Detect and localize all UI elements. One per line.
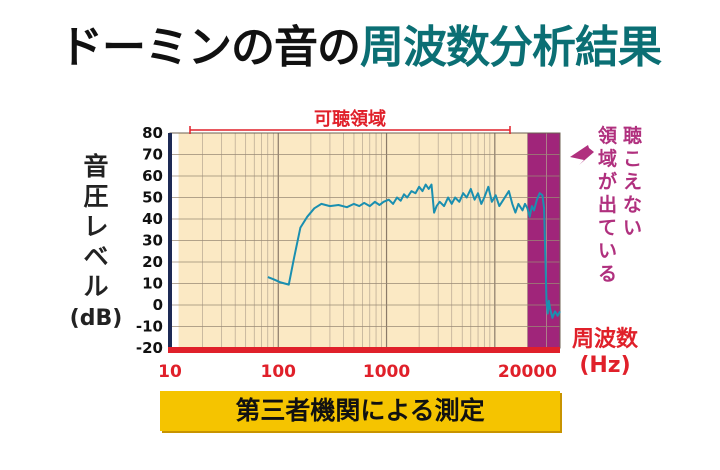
series-line <box>267 183 561 319</box>
title-part-2: 周波数分析結果 <box>360 22 662 73</box>
measurement-banner: 第三者機関による測定 <box>160 391 560 431</box>
x-axis-label: 周波数 (Hz) <box>565 327 645 379</box>
audible-range-bracket <box>189 126 511 134</box>
x-tick-label: 20000 <box>498 362 557 382</box>
y-tick-label: 20 <box>142 253 163 271</box>
x-tick-label: 10 <box>158 362 182 382</box>
x-axis-title: 周波数 <box>571 327 638 352</box>
y-tick-label: -10 <box>136 318 163 336</box>
x-tick-label: 1000 <box>363 362 410 382</box>
y-tick-label: -20 <box>136 339 163 357</box>
y-tick-label: 40 <box>142 210 163 228</box>
y-axis-title: 音圧レベル <box>83 152 109 301</box>
chart-grid <box>169 132 561 349</box>
annotation-line-2: 領域が出ている <box>598 125 618 285</box>
page-title: ドーミンの音の周波数分析結果 <box>0 18 720 78</box>
annotation-line-1: 聴こえない <box>623 125 643 239</box>
y-axis-label: 音圧レベル (dB) <box>70 152 123 334</box>
y-tick-label: 50 <box>142 189 163 207</box>
y-tick-label: 30 <box>142 232 163 250</box>
y-tick-labels: -20 -10 0 10 20 30 40 50 60 70 80 <box>136 124 163 357</box>
y-tick-label: 60 <box>142 167 163 185</box>
y-tick-label: 0 <box>153 296 163 314</box>
audible-range-label: 可聴領域 <box>314 108 386 130</box>
x-tick-labels: 10 100 1000 20000 <box>158 362 557 382</box>
x-axis-bar <box>168 347 560 353</box>
title-part-1: ドーミンの音の <box>59 22 361 73</box>
x-axis-unit: (Hz) <box>579 353 631 378</box>
annotation-arrow-icon <box>570 145 594 165</box>
x-tick-label: 100 <box>261 362 297 382</box>
y-tick-label: 10 <box>142 275 163 293</box>
y-tick-label: 70 <box>142 146 163 164</box>
y-tick-label: 80 <box>142 124 163 142</box>
y-axis-unit: (dB) <box>69 306 123 331</box>
